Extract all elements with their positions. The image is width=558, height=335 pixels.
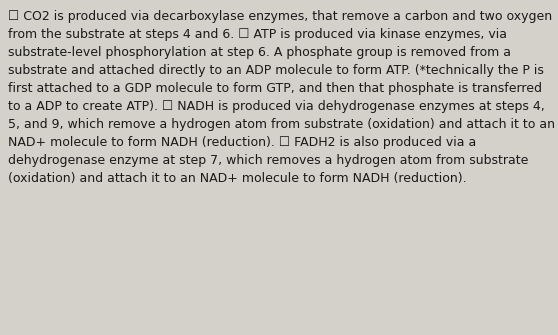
Text: ☐ CO2 is produced via decarboxylase enzymes, that remove a carbon and two oxygen: ☐ CO2 is produced via decarboxylase enzy… xyxy=(8,10,555,185)
